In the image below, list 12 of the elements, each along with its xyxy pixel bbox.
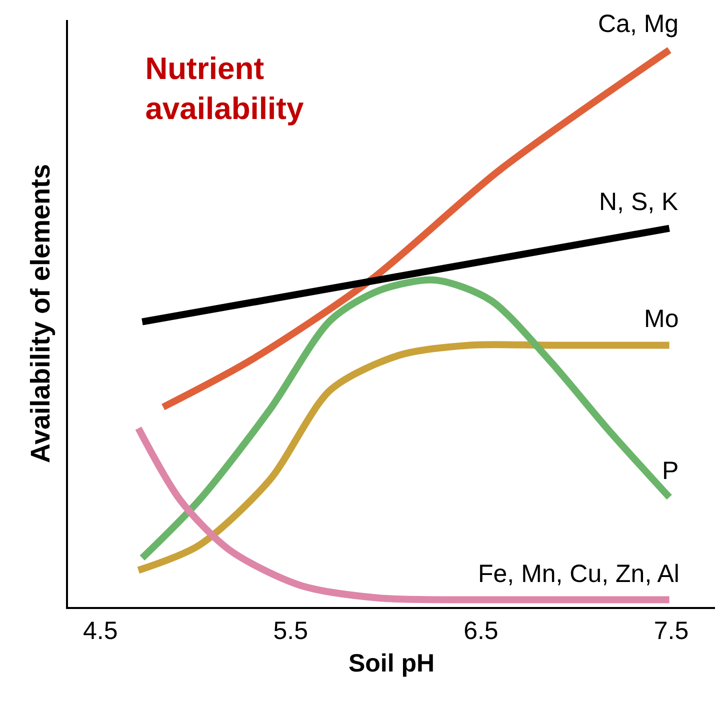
series-label: P [662,457,679,485]
x-tick-label: 5.5 [273,617,308,645]
x-axis-title: Soil pH [348,650,435,678]
series-label: Fe, Mn, Cu, Zn, Al [478,560,680,588]
series-label: Ca, Mg [598,10,679,38]
series-label: Mo [644,305,679,333]
x-tick-label: 4.5 [82,617,118,645]
x-tick-label: 7.5 [654,617,689,645]
series-label: N, S, K [599,188,679,216]
x-tick-label: 6.5 [464,617,498,645]
text: Nutrient availability [145,50,304,126]
y-axis-title: Availability of elements [26,164,56,464]
